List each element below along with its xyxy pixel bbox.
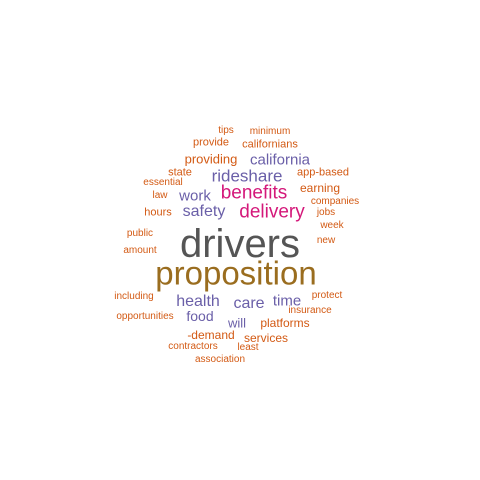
word-contractors: contractors	[168, 341, 218, 352]
word-new: new	[316, 235, 336, 246]
word-health: health	[176, 293, 220, 310]
word-tips: tips	[218, 125, 234, 136]
word-essential: essential	[143, 177, 183, 188]
word-week: week	[320, 220, 344, 231]
word-drivers: drivers	[179, 222, 301, 266]
word-food: food	[186, 308, 214, 324]
word-californians: californians	[242, 138, 298, 151]
word-insurance: insurance	[288, 305, 332, 316]
word-demand: -demand	[187, 328, 235, 342]
word-work: work	[179, 187, 211, 205]
word-platforms: platforms	[260, 316, 310, 330]
word-will: will	[227, 315, 247, 331]
word-amount: amount	[123, 245, 157, 256]
word-benefits: benefits	[220, 182, 288, 204]
word-providing: providing	[184, 151, 238, 167]
word-least: least	[237, 342, 259, 353]
word-state: state	[168, 166, 192, 179]
word-delivery: delivery	[239, 201, 305, 223]
word-minimum: minimum	[249, 126, 291, 137]
word-proposition: proposition	[155, 254, 317, 292]
word-safety: safety	[182, 203, 226, 220]
word-rideshare: rideshare	[211, 166, 283, 186]
word-public: public	[126, 228, 154, 239]
word-services: services	[243, 331, 289, 345]
word-including: including	[114, 291, 154, 302]
word-jobs: jobs	[316, 207, 336, 218]
word-law: law	[152, 190, 168, 201]
word-association: association	[194, 354, 246, 365]
word-time: time	[272, 292, 302, 310]
word-hours: hours	[144, 206, 172, 219]
word-opportunities: opportunities	[116, 311, 174, 322]
word-earning: earning	[299, 181, 341, 195]
word-app-based: app-based	[297, 166, 349, 179]
word-care: care	[233, 295, 265, 312]
word-provide: provide	[192, 136, 230, 149]
word-companies: companies	[310, 196, 360, 207]
word-protect: protect	[311, 290, 343, 301]
word-california: california	[249, 151, 311, 169]
